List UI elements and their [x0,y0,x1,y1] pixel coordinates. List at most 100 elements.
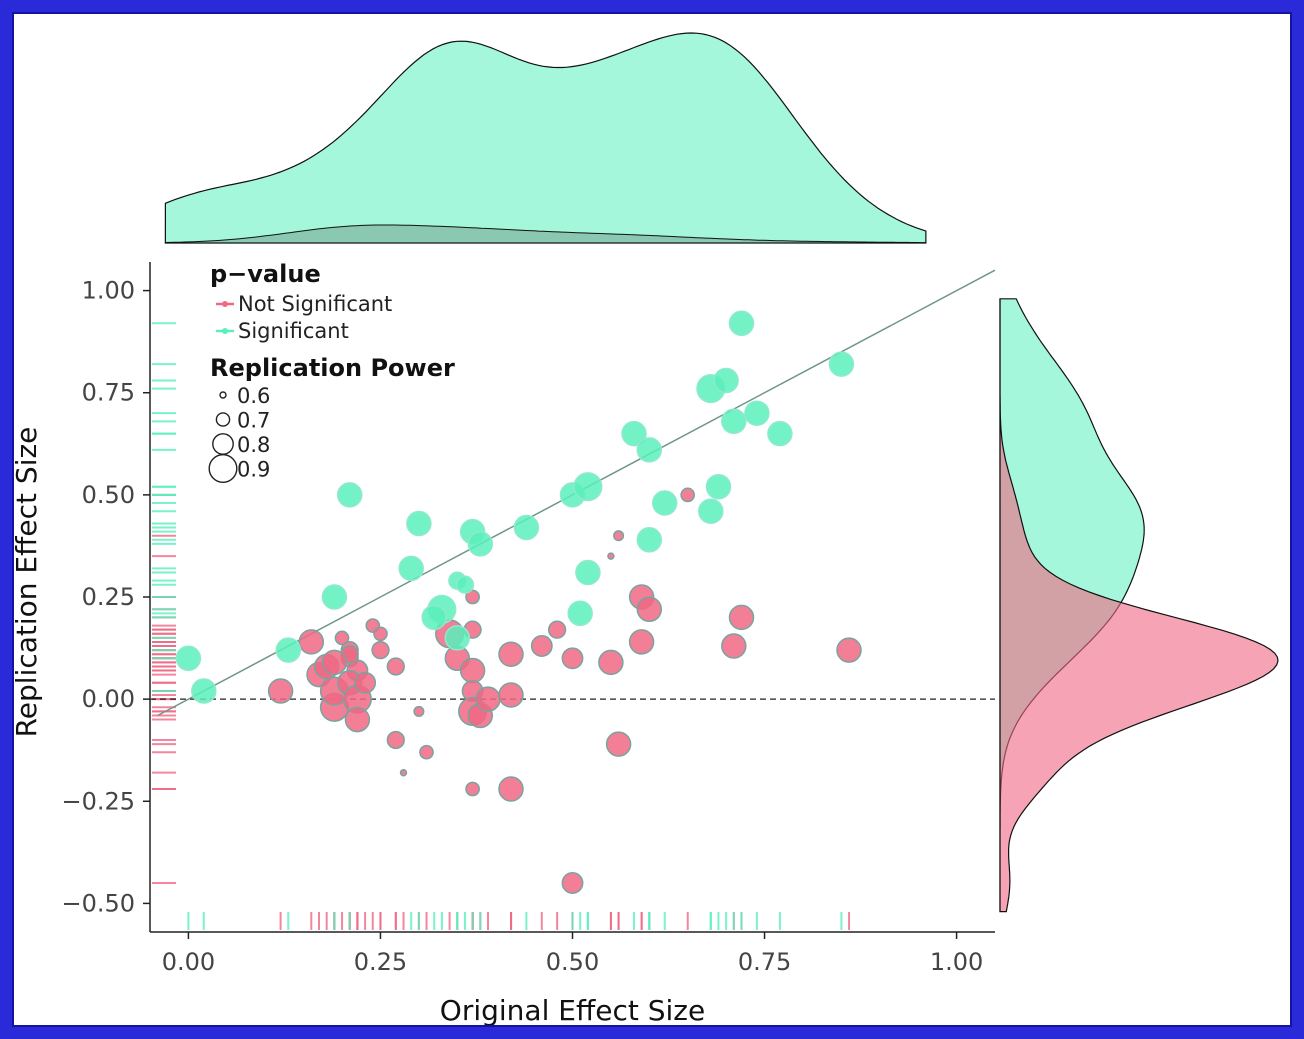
axes: 0.00 0.25 0.50 0.75 1.00 1.00 0.75 0.50 0.25 0.00… [14,262,995,1025]
point-significant [455,575,475,594]
point-not-significant [628,629,655,655]
point-not-significant [561,647,584,670]
point-significant [575,559,601,586]
point-significant [406,510,432,537]
point-not-significant [530,635,553,657]
point-not-significant [413,705,425,717]
point-not-significant [465,589,480,605]
legend-size-title: Replication Power [210,354,455,382]
point-significant [336,482,363,508]
point-not-significant [598,649,624,676]
point-not-significant [475,686,501,712]
point-significant [767,420,793,447]
point-not-significant [419,744,434,760]
top-density-significant [164,32,927,244]
point-not-significant [321,649,348,676]
point-significant [567,600,593,627]
y-tick-label: −0.25 [61,787,135,815]
right-density-not-significant [999,298,1279,913]
x-tick-label: 0.00 [162,948,215,976]
legend-color-label: Significant [238,319,349,343]
point-not-significant [465,781,480,797]
legend-color-title: p−value [210,260,321,288]
x-tick-label: 1.00 [930,948,983,976]
top-density-not-significant [164,224,927,244]
point-not-significant [371,640,390,660]
point-significant [421,604,447,631]
point-not-significant [399,768,408,777]
point-not-significant [344,706,371,733]
legend-key-dot [222,328,228,334]
point-significant [444,625,471,651]
legend-color-label: Not Significant [238,292,392,316]
y-tick-label: −0.50 [61,889,135,917]
x-tick-label: 0.25 [354,948,407,976]
legend-size-label: 0.7 [237,409,270,433]
point-not-significant [386,657,405,676]
x-tick-label: 0.50 [546,948,599,976]
x-axis-title: Original Effect Size [440,994,705,1025]
point-not-significant [498,682,524,708]
point-not-significant [680,487,696,503]
point-not-significant [636,596,663,623]
point-not-significant [354,671,377,694]
point-significant [828,351,855,377]
y-tick-label: 0.25 [82,583,135,611]
legend-size-circle [208,454,238,484]
point-significant [728,310,755,337]
point-significant [621,420,647,447]
point-significant [721,408,747,435]
x-tick-label: 0.75 [738,948,791,976]
point-significant [651,490,678,516]
point-not-significant [607,552,615,560]
scatter-points [175,310,862,894]
point-significant [398,555,424,582]
point-not-significant [547,620,567,639]
point-significant [573,472,603,502]
point-significant [698,498,724,524]
point-not-significant [459,657,486,684]
point-significant [275,637,302,663]
point-significant [705,473,732,500]
point-not-significant [721,633,747,659]
legend-size-label: 0.8 [237,433,270,457]
point-not-significant [728,604,755,631]
legend-size-label: 0.9 [237,458,270,482]
point-not-significant [298,629,325,655]
y-tick-label: 1.00 [82,277,135,305]
legend-size-circle [219,391,227,399]
chart-canvas: 0.00 0.25 0.50 0.75 1.00 1.00 0.75 0.50 0.25 0.00… [14,32,1279,1025]
point-not-significant [386,730,405,750]
point-significant [513,514,540,541]
point-significant [713,367,739,394]
point-significant [175,645,202,672]
right-marginal-density [999,298,1279,913]
point-not-significant [605,731,632,757]
point-not-significant [373,626,388,642]
legend-size-circle [215,412,231,427]
point-significant [321,584,348,610]
point-significant [191,678,217,704]
legend-size-circle [212,433,234,455]
point-not-significant [498,776,524,802]
legend-size-label: 0.6 [237,384,270,408]
point-not-significant [561,872,584,894]
point-significant [744,400,770,426]
y-tick-label: 0.75 [82,379,135,407]
legend: p−value Not Significant Significant Replica… [208,260,455,484]
point-not-significant [267,678,294,704]
chart-frame: 0.00 0.25 0.50 0.75 1.00 1.00 0.75 0.50 0.25 0.00… [12,12,1292,1027]
top-marginal-density [164,32,927,244]
point-significant [467,531,494,557]
y-tick-label: 0.50 [82,481,135,509]
point-not-significant [334,630,350,646]
y-axis-title: Replication Effect Size [14,427,43,738]
point-significant [636,527,663,553]
point-significant [636,437,663,463]
legend-key-dot [222,301,228,307]
rug-marks [152,322,851,930]
point-not-significant [836,637,862,663]
point-not-significant [613,530,625,542]
y-tick-label: 0.00 [82,685,135,713]
point-not-significant [498,641,524,667]
